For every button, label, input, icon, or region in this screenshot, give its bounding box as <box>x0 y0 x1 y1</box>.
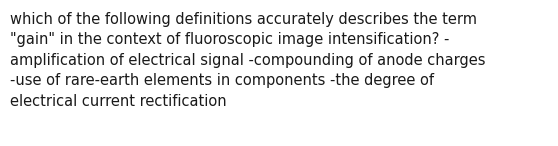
Text: which of the following definitions accurately describes the term
"gain" in the c: which of the following definitions accur… <box>10 12 485 109</box>
